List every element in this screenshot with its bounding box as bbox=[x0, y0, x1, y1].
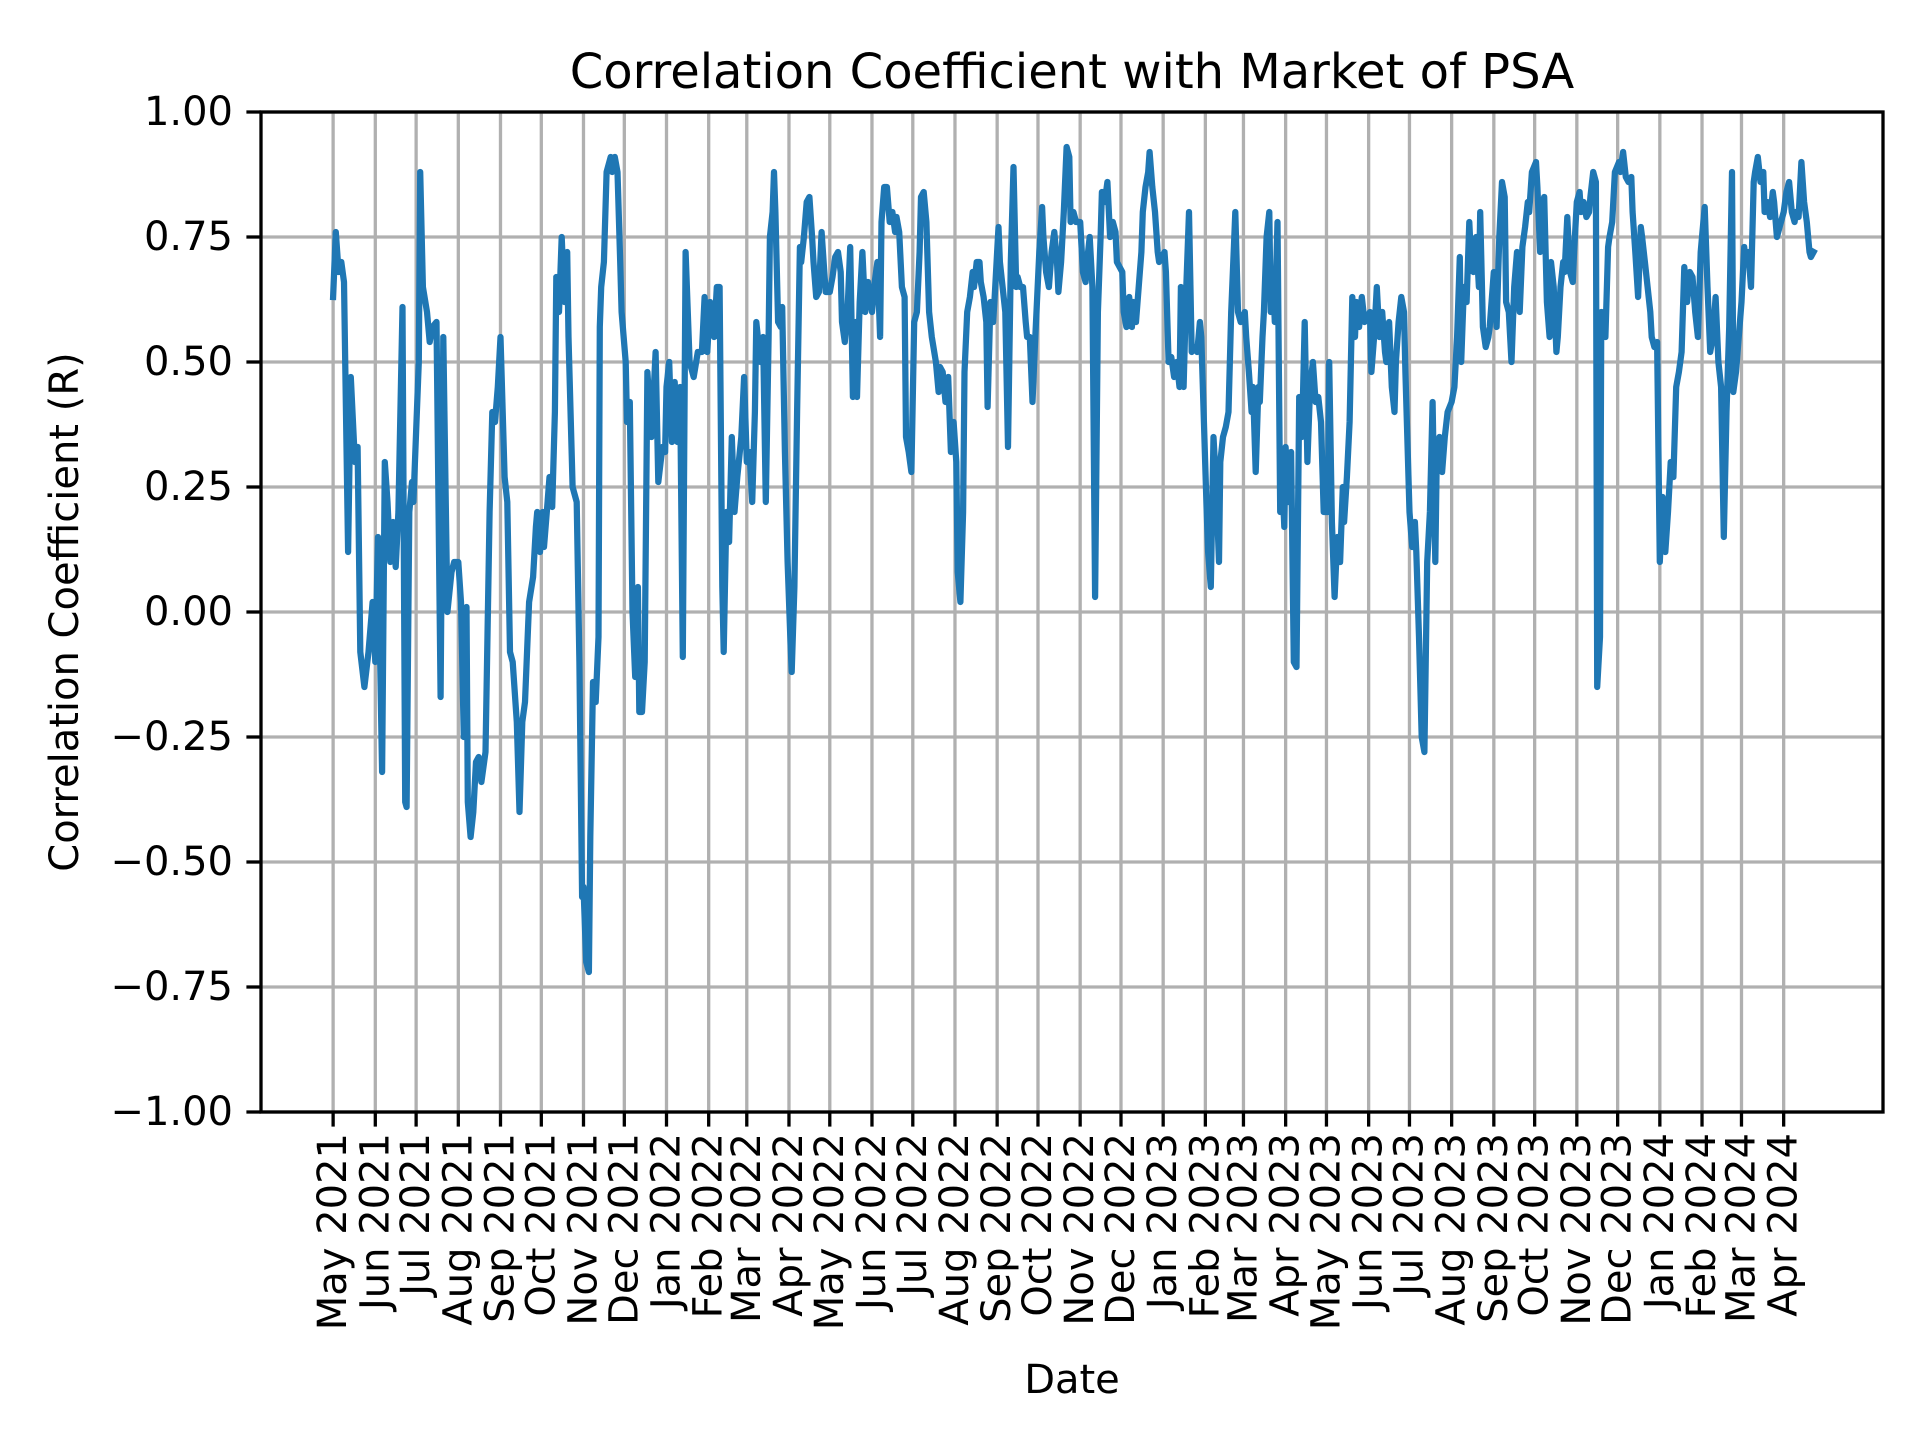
x-tick-label: Dec 2023 bbox=[1595, 1133, 1641, 1325]
x-tick-label: May 2021 bbox=[310, 1133, 356, 1330]
x-tick-label: Aug 2022 bbox=[932, 1133, 978, 1326]
x-tick-label: Jul 2021 bbox=[393, 1133, 439, 1299]
x-tick-label: Feb 2022 bbox=[686, 1133, 732, 1318]
x-tick-label: May 2023 bbox=[1303, 1133, 1349, 1330]
y-tick-label: 0.75 bbox=[144, 214, 233, 260]
x-tick-label: Apr 2022 bbox=[766, 1133, 812, 1317]
x-tick-label: Sep 2021 bbox=[477, 1133, 523, 1323]
y-axis: 1.00 0.75 0.50 0.25 0.00 −0.25 −0.50 −0.75 −1.00 bbox=[110, 89, 261, 1135]
y-tick-label: 0.00 bbox=[144, 589, 233, 635]
x-tick-label: Feb 2023 bbox=[1182, 1133, 1228, 1318]
x-tick-label: Dec 2022 bbox=[1098, 1133, 1144, 1325]
x-tick-label: Apr 2024 bbox=[1761, 1133, 1807, 1317]
x-tick-label: Jul 2022 bbox=[890, 1133, 936, 1299]
y-tick-label: 1.00 bbox=[144, 89, 233, 135]
x-tick-label: Jul 2023 bbox=[1386, 1133, 1432, 1299]
x-tick-label: Mar 2024 bbox=[1718, 1133, 1764, 1323]
x-tick-label: Jun 2021 bbox=[352, 1133, 398, 1313]
series-layer bbox=[329, 143, 1818, 976]
x-tick-label: Jan 2023 bbox=[1140, 1133, 1186, 1312]
y-tick-label: −0.25 bbox=[110, 714, 233, 760]
x-tick-label: Nov 2023 bbox=[1554, 1133, 1600, 1326]
chart-title: Correlation Coefficient with Market of P… bbox=[570, 44, 1575, 100]
series-line bbox=[329, 143, 1818, 976]
x-tick-label: Sep 2022 bbox=[974, 1133, 1020, 1323]
x-tick-label: May 2022 bbox=[807, 1133, 853, 1330]
x-tick-label: Apr 2023 bbox=[1263, 1133, 1309, 1317]
y-tick-label: 0.25 bbox=[144, 464, 233, 510]
y-tick-label: −0.50 bbox=[110, 839, 233, 885]
y-tick-label: −1.00 bbox=[110, 1089, 233, 1135]
x-tick-label: Aug 2023 bbox=[1429, 1133, 1475, 1326]
x-tick-label: Mar 2022 bbox=[724, 1133, 770, 1323]
x-tick-label: Feb 2024 bbox=[1679, 1133, 1725, 1318]
x-tick-label: Jan 2024 bbox=[1637, 1133, 1683, 1312]
x-tick-label: Oct 2023 bbox=[1512, 1133, 1558, 1317]
y-tick-label: −0.75 bbox=[110, 964, 233, 1010]
y-tick-label: 0.50 bbox=[144, 339, 233, 385]
x-tick-label: Nov 2022 bbox=[1057, 1133, 1103, 1326]
x-tick-label: Oct 2021 bbox=[518, 1133, 564, 1317]
x-tick-label: Nov 2021 bbox=[560, 1133, 606, 1326]
x-tick-label: Jan 2022 bbox=[644, 1133, 690, 1312]
x-tick-label: Jun 2022 bbox=[849, 1133, 895, 1313]
x-axis-label: Date bbox=[1024, 1357, 1120, 1403]
x-tick-label: Sep 2023 bbox=[1471, 1133, 1517, 1323]
x-tick-label: Aug 2021 bbox=[435, 1133, 481, 1326]
x-tick-label: Mar 2023 bbox=[1220, 1133, 1266, 1323]
y-axis-label: Correlation Coefficient (R) bbox=[42, 352, 88, 871]
x-tick-label: Oct 2022 bbox=[1015, 1133, 1061, 1317]
x-tick-label: Dec 2021 bbox=[601, 1133, 647, 1325]
x-tick-label: Jun 2023 bbox=[1346, 1133, 1392, 1313]
